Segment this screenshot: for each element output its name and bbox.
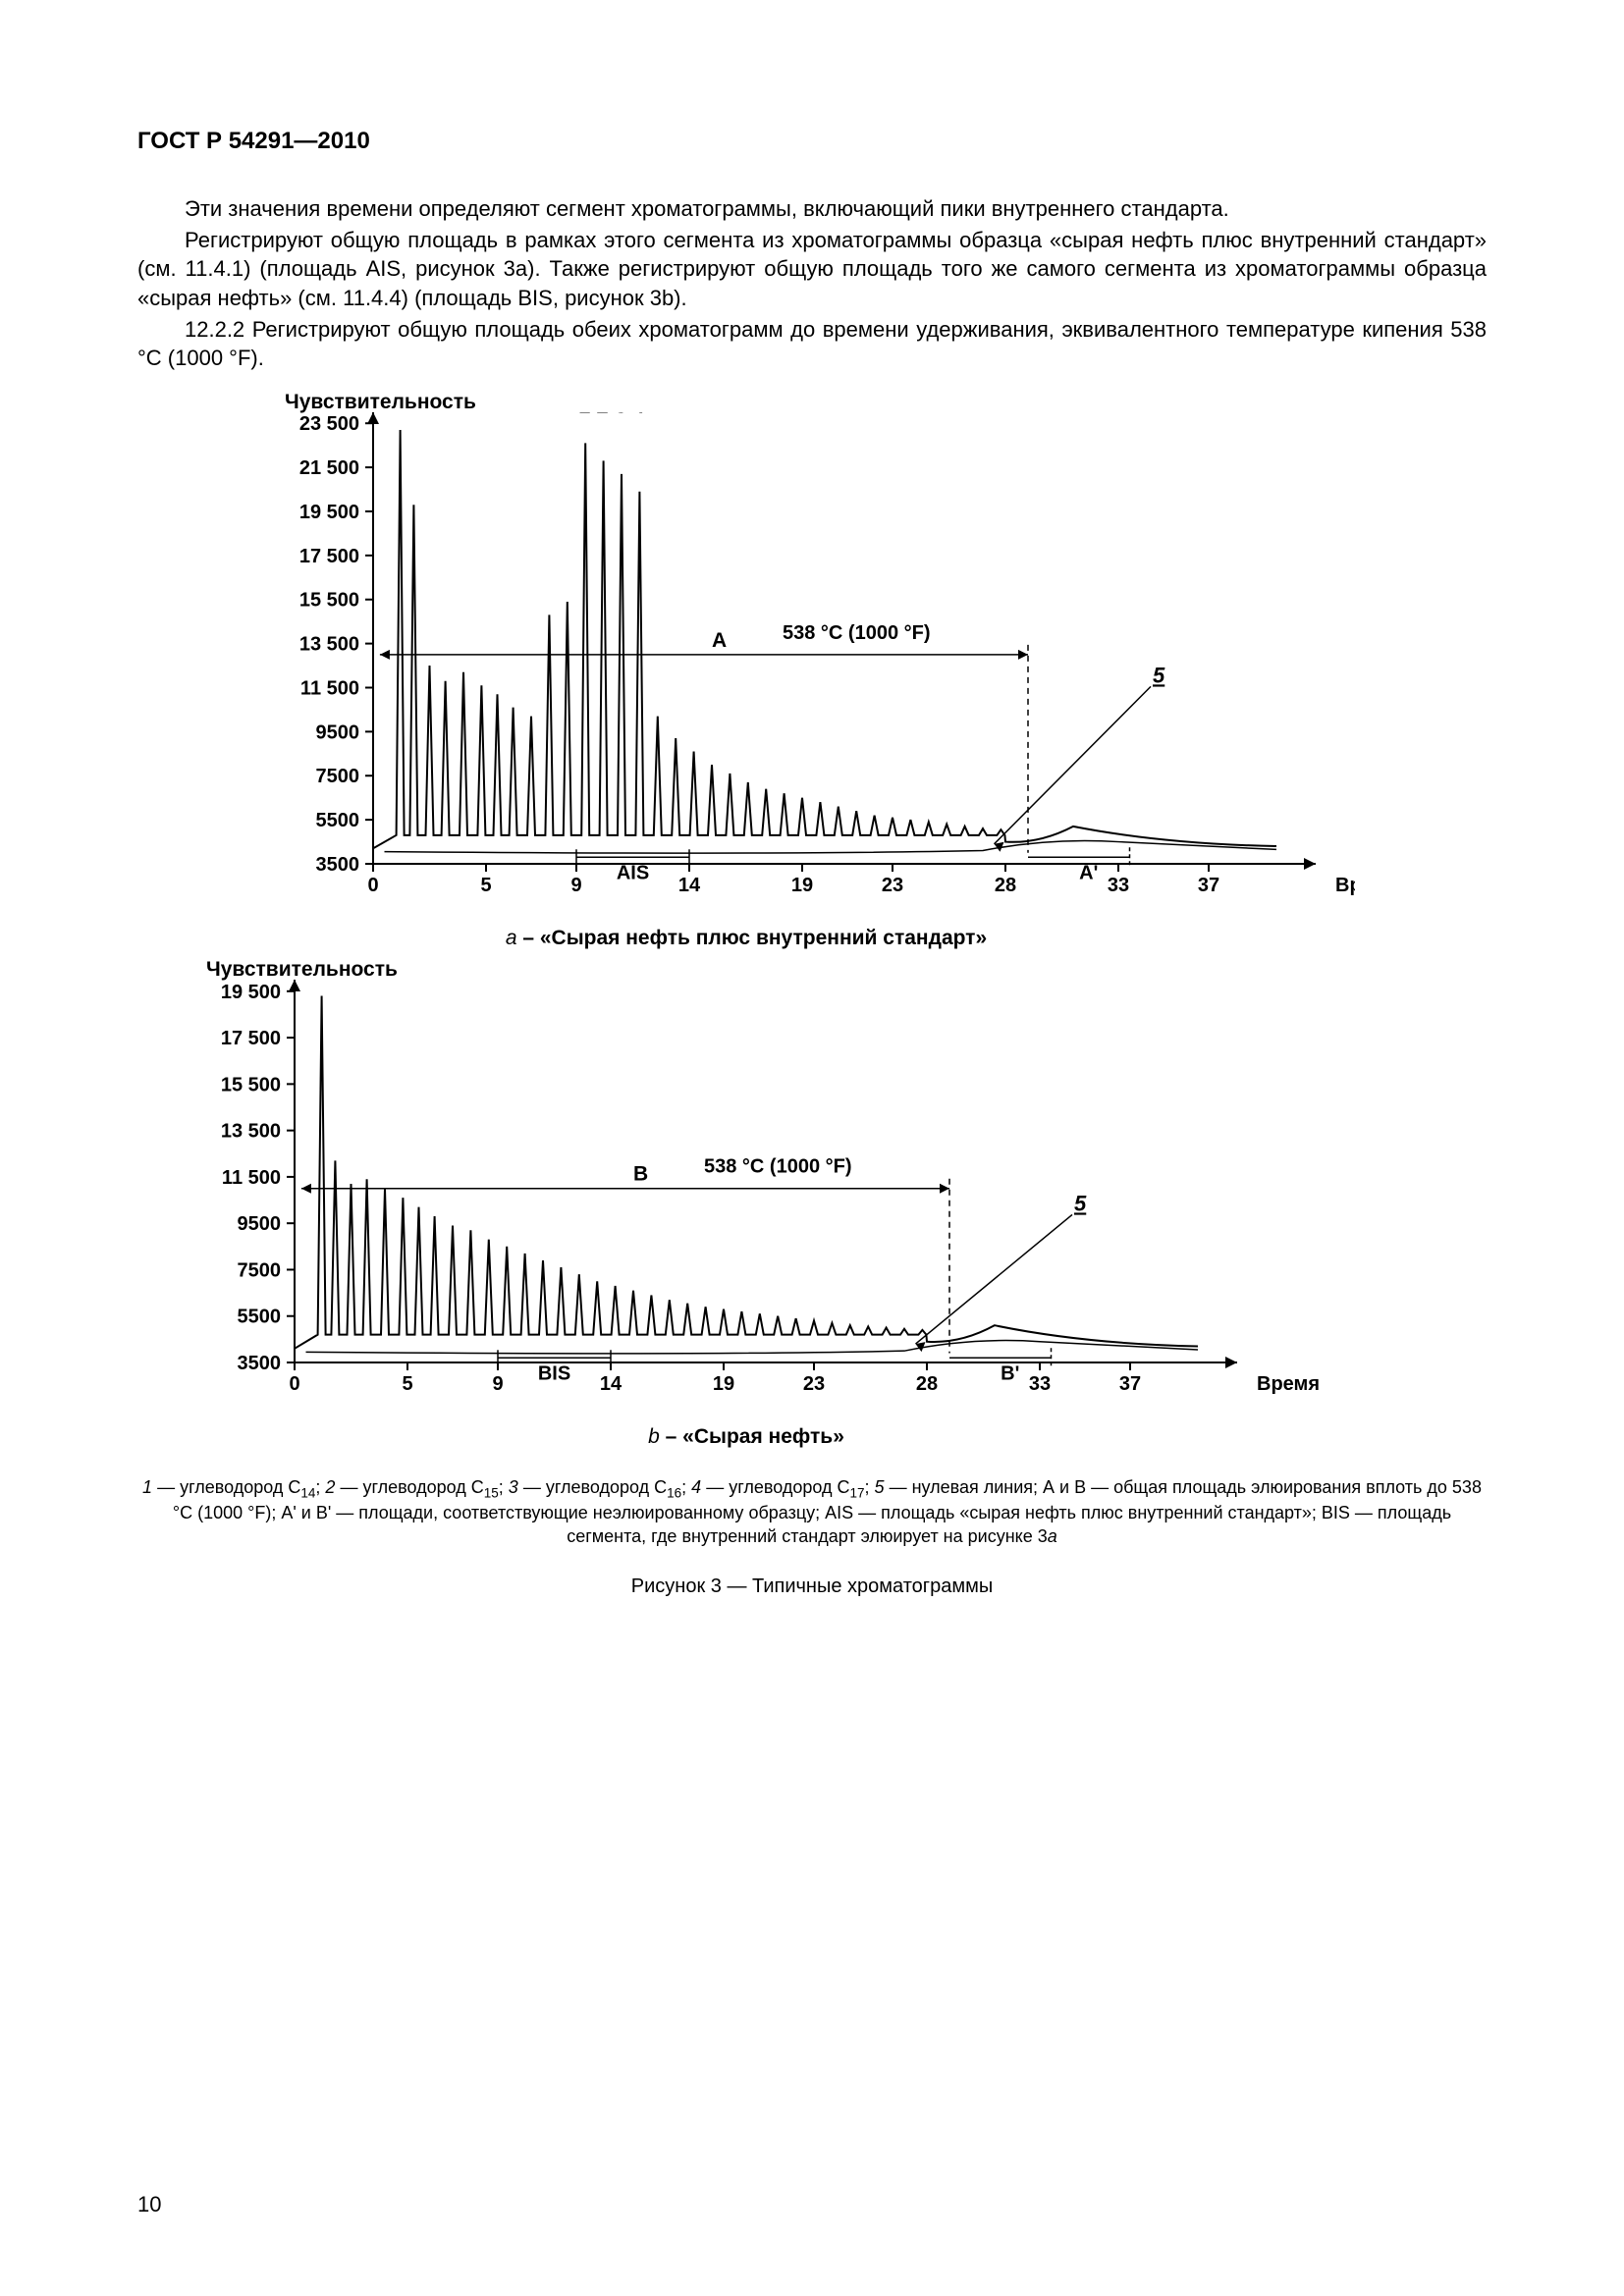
svg-text:7500: 7500 xyxy=(238,1260,282,1282)
legend-t4: — углеводород C xyxy=(701,1477,849,1497)
svg-text:11 500: 11 500 xyxy=(300,678,359,700)
chart-a-svg: 23 500 21 500 19 500 17 500 15 500 13 500 11 5… xyxy=(255,412,1355,933)
svg-text:BIS: BIS xyxy=(538,1362,570,1384)
svg-text:17 500: 17 500 xyxy=(299,546,359,567)
svg-text:19 500: 19 500 xyxy=(299,502,359,523)
paragraph-1: Эти значения времени определяют сегмент … xyxy=(137,194,1487,224)
legend-n5: 5 xyxy=(875,1477,885,1497)
svg-text:28: 28 xyxy=(995,875,1016,896)
svg-text:19: 19 xyxy=(791,875,813,896)
svg-text:B: B xyxy=(633,1163,648,1186)
legend-sep1: ; xyxy=(315,1477,325,1497)
svg-text:19: 19 xyxy=(713,1373,734,1395)
chart-b-container: Чувствительность 19 500 17 500 15 500 13 50… xyxy=(177,958,1487,1419)
svg-text:A: A xyxy=(712,629,727,652)
svg-text:9: 9 xyxy=(492,1373,503,1395)
svg-text:3: 3 xyxy=(616,412,627,418)
figure-3: Чувствительность 23 50021 50019 50017 50… xyxy=(137,391,1487,1598)
svg-text:AIS: AIS xyxy=(617,862,649,883)
legend-tail-a: a xyxy=(1048,1526,1057,1546)
legend-sep4: ; xyxy=(865,1477,875,1497)
svg-text:15 500: 15 500 xyxy=(299,590,359,612)
legend-s16: 16 xyxy=(667,1486,681,1501)
legend-s17: 17 xyxy=(850,1486,865,1501)
legend-n1: 1 xyxy=(142,1477,152,1497)
svg-text:5: 5 xyxy=(1153,663,1165,687)
svg-text:A': A' xyxy=(1079,862,1098,883)
svg-text:0: 0 xyxy=(367,875,378,896)
svg-text:19 500: 19 500 xyxy=(221,982,281,1003)
svg-text:1: 1 xyxy=(579,412,591,418)
legend-s15: 15 xyxy=(484,1486,499,1501)
chart-a-container: Чувствительность 23 500 21 500 19 500 17 50… xyxy=(255,391,1487,921)
legend-n4: 4 xyxy=(691,1477,701,1497)
svg-text:3500: 3500 xyxy=(238,1353,282,1374)
svg-text:5: 5 xyxy=(1074,1192,1087,1216)
legend-sep3: ; xyxy=(681,1477,691,1497)
svg-text:9: 9 xyxy=(570,875,581,896)
legend-s14: 14 xyxy=(300,1486,315,1501)
svg-text:2: 2 xyxy=(596,412,610,418)
svg-text:5500: 5500 xyxy=(316,810,360,831)
svg-text:23 500: 23 500 xyxy=(299,413,359,435)
svg-text:7500: 7500 xyxy=(316,766,360,787)
svg-text:33: 33 xyxy=(1108,875,1129,896)
svg-text:21 500: 21 500 xyxy=(299,457,359,479)
svg-text:5500: 5500 xyxy=(238,1307,282,1328)
page-number: 10 xyxy=(137,2192,161,2217)
legend-sep2: ; xyxy=(499,1477,509,1497)
legend-t2: — углеводород C xyxy=(335,1477,483,1497)
svg-text:23: 23 xyxy=(803,1373,825,1395)
chart-b-y-title: Чувствительность xyxy=(206,958,398,982)
paragraph-3: 12.2.2 Регистрируют общую площадь обеих … xyxy=(137,315,1487,373)
svg-text:0: 0 xyxy=(289,1373,299,1395)
document-header: ГОСТ Р 54291—2010 xyxy=(137,128,1487,155)
body-text-block: Эти значения времени определяют сегмент … xyxy=(137,194,1487,373)
legend-t1: — углеводород C xyxy=(152,1477,300,1497)
svg-text:Время: Время xyxy=(1257,1373,1320,1395)
svg-text:Время: Время xyxy=(1335,875,1355,896)
svg-text:23: 23 xyxy=(882,875,903,896)
svg-text:28: 28 xyxy=(916,1373,938,1395)
svg-text:4: 4 xyxy=(632,412,645,418)
chart-a-y-title: Чувствительность xyxy=(285,391,476,414)
svg-text:538 °С (1000 °F): 538 °С (1000 °F) xyxy=(783,622,931,644)
figure-legend: 1 — углеводород C14; 2 — углеводород C15… xyxy=(137,1476,1487,1548)
legend-n2: 2 xyxy=(325,1477,335,1497)
chart-b-svg: 19 50017 50015 50013 50011 5009500750055… xyxy=(177,980,1355,1431)
svg-text:14: 14 xyxy=(600,1373,623,1395)
svg-text:37: 37 xyxy=(1119,1373,1141,1395)
legend-t3: — углеводород C xyxy=(518,1477,667,1497)
svg-text:5: 5 xyxy=(402,1373,412,1395)
svg-text:B': B' xyxy=(1001,1362,1019,1384)
svg-text:11 500: 11 500 xyxy=(222,1167,281,1189)
svg-text:37: 37 xyxy=(1198,875,1219,896)
svg-text:33: 33 xyxy=(1029,1373,1051,1395)
svg-text:13 500: 13 500 xyxy=(299,634,359,656)
svg-text:9500: 9500 xyxy=(238,1213,282,1235)
svg-text:13 500: 13 500 xyxy=(221,1121,281,1143)
svg-text:3500: 3500 xyxy=(316,854,360,876)
svg-text:9500: 9500 xyxy=(316,721,360,743)
svg-text:538 °С (1000 °F): 538 °С (1000 °F) xyxy=(704,1156,852,1178)
svg-text:14: 14 xyxy=(678,875,701,896)
figure-title: Рисунок 3 — Типичные хроматограммы xyxy=(137,1575,1487,1598)
legend-n3: 3 xyxy=(509,1477,518,1497)
svg-text:5: 5 xyxy=(480,875,491,896)
svg-text:15 500: 15 500 xyxy=(221,1074,281,1095)
paragraph-2: Регистрируют общую площадь в рамках этог… xyxy=(137,226,1487,313)
svg-text:17 500: 17 500 xyxy=(221,1028,281,1049)
